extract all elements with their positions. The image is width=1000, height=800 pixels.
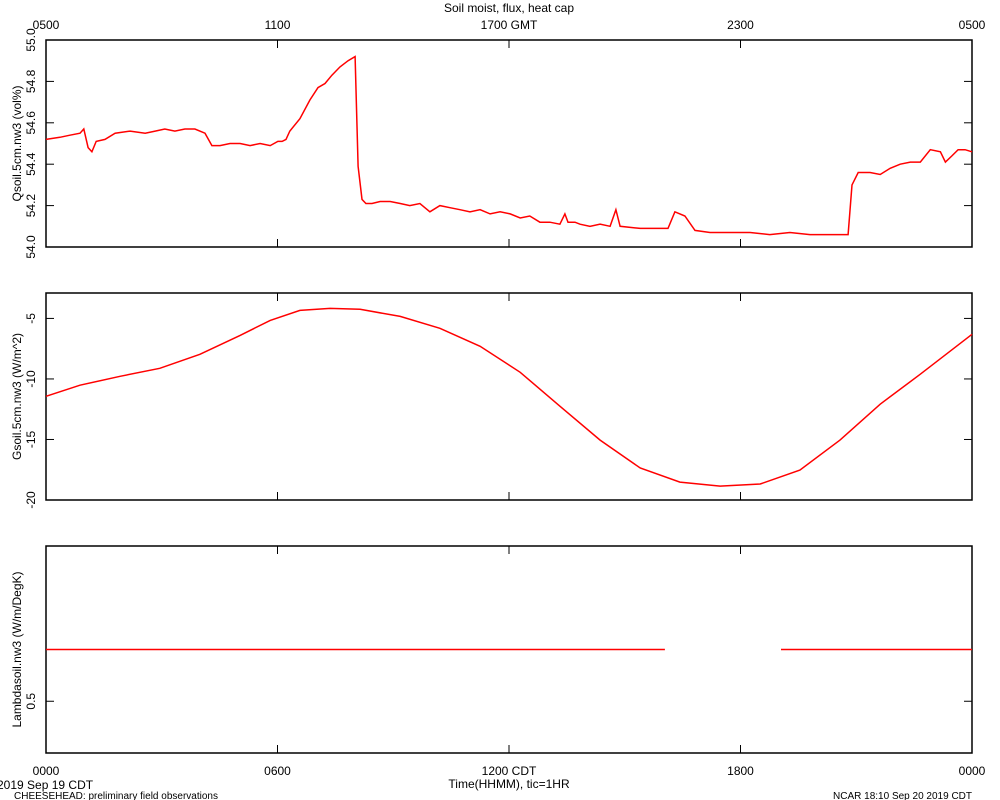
x2-tick-label: 0500 (33, 18, 60, 32)
x-tick-label: 1800 (727, 764, 754, 778)
y-tick-label: 54.0 (24, 235, 38, 259)
y-tick-label: 55.0 (24, 28, 38, 52)
y-tick-label: -15 (24, 430, 38, 448)
footer-date: 2019 Sep 19 CDT (0, 778, 94, 792)
y-tick-label: -5 (24, 313, 38, 324)
y-tick-label: 54.8 (24, 69, 38, 93)
y-tick-label: 54.6 (24, 111, 38, 135)
x2-tick-label: 0500 (959, 18, 986, 32)
y-axis-label: Gsoil.5cm.nw3 (W/m^2) (10, 333, 24, 460)
x-tick-label: 0000 (33, 764, 60, 778)
y-tick-label: 54.4 (24, 152, 38, 176)
x-tick-label: 0000 (959, 764, 986, 778)
y-tick-label: -10 (24, 370, 38, 388)
chart-title: Soil moist, flux, heat cap (444, 1, 574, 15)
y-tick-label: 54.2 (24, 194, 38, 218)
x-tick-label: 1200 CDT (482, 764, 537, 778)
plot-frame (45, 292, 973, 501)
x-tick-label: 0600 (264, 764, 291, 778)
y-tick-label: -20 (24, 491, 38, 509)
x-axis-label: Time(HHMM), tic=1HR (448, 777, 570, 791)
data-line (45, 307, 973, 487)
x2-tick-label: 1100 (265, 18, 291, 32)
x2-tick-label: 1700 GMT (481, 18, 538, 32)
x2-tick-label: 2300 (727, 18, 754, 32)
plot-frame (45, 39, 973, 248)
data-line (45, 55, 973, 236)
y-axis-label: Qsoil.5cm.nw3 (vol%) (10, 85, 24, 201)
y-axis-label: Lambdasoil.nw3 (W/m/DegK) (10, 571, 24, 727)
footer-stamp: NCAR 18:10 Sep 20 2019 CDT (833, 791, 972, 800)
footer-project: CHEESEHEAD: preliminary field observatio… (14, 791, 218, 800)
y-tick-label: 0.5 (24, 693, 38, 710)
